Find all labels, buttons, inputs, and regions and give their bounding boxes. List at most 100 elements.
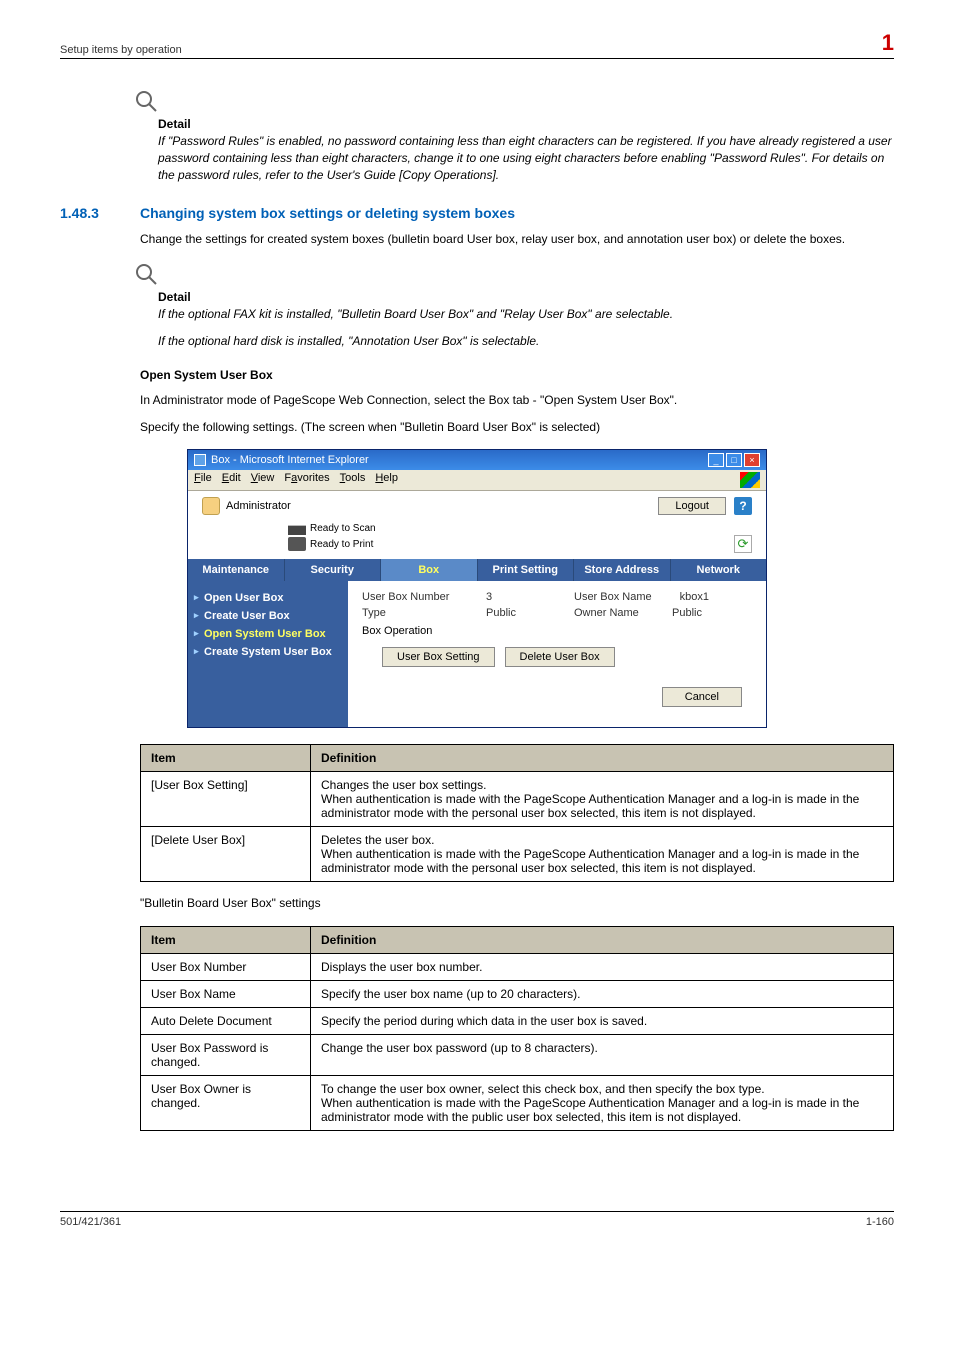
section-title: Changing system box settings or deleting… [140, 205, 515, 221]
cell-item: User Box Name [141, 981, 311, 1008]
table-item-definition-2: Item Definition User Box NumberDisplays … [140, 926, 894, 1131]
main-pane: User Box Number 3 User Box Name kbox1 Ty… [348, 581, 766, 727]
table-row: User Box NumberDisplays the user box num… [141, 954, 894, 981]
bulletin-caption: "Bulletin Board User Box" settings [140, 896, 894, 910]
menu-file[interactable]: File [194, 472, 212, 488]
cell-definition: Specify the period during which data in … [311, 1008, 894, 1035]
th-definition: Definition [311, 745, 894, 772]
logout-button[interactable]: Logout [658, 497, 726, 515]
help-icon[interactable]: ? [734, 497, 752, 515]
tab-bar: Maintenance Security Box Print Setting S… [188, 559, 766, 581]
delete-user-box-button[interactable]: Delete User Box [505, 647, 615, 667]
table-row: [User Box Setting]Changes the user box s… [141, 772, 894, 827]
status-print: Ready to Print [310, 539, 373, 550]
ie-title: Box - Microsoft Internet Explorer [211, 454, 369, 466]
admin-icon [202, 497, 220, 515]
value-owner-name: Public [672, 607, 732, 619]
th-item: Item [141, 745, 311, 772]
table-row: User Box Owner is changed.To change the … [141, 1076, 894, 1131]
magnifier-icon [134, 262, 894, 292]
detail-text-2b: If the optional hard disk is installed, … [158, 333, 894, 350]
maximize-icon[interactable]: □ [726, 453, 742, 467]
footer-left: 501/421/361 [60, 1216, 121, 1228]
sidebar: Open User Box Create User Box Open Syste… [188, 581, 348, 727]
page-header-left: Setup items by operation [60, 44, 182, 56]
cell-item: User Box Number [141, 954, 311, 981]
menu-help[interactable]: Help [375, 472, 398, 488]
table-row: User Box NameSpecify the user box name (… [141, 981, 894, 1008]
detail-block-1: Detail If "Password Rules" is enabled, n… [140, 89, 894, 183]
close-icon[interactable]: × [744, 453, 760, 467]
th-definition: Definition [311, 927, 894, 954]
admin-label: Administrator [226, 500, 291, 512]
label-type: Type [362, 607, 458, 619]
ie-titlebar: Box - Microsoft Internet Explorer _ □ × [188, 450, 766, 470]
tab-security[interactable]: Security [285, 559, 382, 581]
cell-item: [Delete User Box] [141, 827, 311, 882]
ie-menubar: File Edit View Favorites Tools Help [188, 470, 766, 491]
value-user-box-number: 3 [486, 591, 546, 603]
menu-favorites[interactable]: Favorites [284, 472, 329, 488]
refresh-icon[interactable]: ⟳ [734, 535, 752, 553]
menu-view[interactable]: View [251, 472, 275, 488]
cell-item: User Box Password is changed. [141, 1035, 311, 1076]
cell-definition: Specify the user box name (up to 20 char… [311, 981, 894, 1008]
label-user-box-number: User Box Number [362, 591, 458, 603]
status-scan: Ready to Scan [310, 523, 376, 534]
value-user-box-name: kbox1 [680, 591, 740, 603]
detail-text-1: If "Password Rules" is enabled, no passw… [158, 133, 894, 183]
user-box-setting-button[interactable]: User Box Setting [382, 647, 495, 667]
sidebar-item-open-user-box[interactable]: Open User Box [194, 589, 342, 607]
ie-app-icon [194, 454, 206, 466]
cell-definition: Deletes the user box. When authenticatio… [311, 827, 894, 882]
ie-window: Box - Microsoft Internet Explorer _ □ × … [187, 449, 767, 728]
page-header: Setup items by operation 1 [60, 30, 894, 59]
minimize-icon[interactable]: _ [708, 453, 724, 467]
detail-block-2: Detail If the optional FAX kit is instal… [140, 262, 894, 350]
ie-throbber-icon [740, 472, 760, 488]
tab-print-setting[interactable]: Print Setting [478, 559, 575, 581]
magnifier-icon [134, 89, 894, 119]
cancel-button[interactable]: Cancel [662, 687, 742, 707]
open-system-user-box-p2: Specify the following settings. (The scr… [140, 419, 894, 436]
label-user-box-name: User Box Name [574, 591, 652, 603]
value-type: Public [486, 607, 546, 619]
scanner-icon [288, 521, 306, 535]
detail-head-1: Detail [158, 117, 894, 131]
sidebar-item-open-system-user-box[interactable]: Open System User Box [194, 625, 342, 643]
cell-item: User Box Owner is changed. [141, 1076, 311, 1131]
table-row: User Box Password is changed.Change the … [141, 1035, 894, 1076]
open-system-user-box-p1: In Administrator mode of PageScope Web C… [140, 392, 894, 409]
cell-definition: Change the user box password (up to 8 ch… [311, 1035, 894, 1076]
cell-definition: Displays the user box number. [311, 954, 894, 981]
label-owner-name: Owner Name [574, 607, 644, 619]
table-row: [Delete User Box]Deletes the user box. W… [141, 827, 894, 882]
table-item-definition-1: Item Definition [User Box Setting]Change… [140, 744, 894, 882]
th-item: Item [141, 927, 311, 954]
table-row: Auto Delete DocumentSpecify the period d… [141, 1008, 894, 1035]
footer-right: 1-160 [866, 1216, 894, 1228]
page-footer: 501/421/361 1-160 [60, 1211, 894, 1228]
label-box-operation: Box Operation [362, 625, 432, 637]
sidebar-item-create-system-user-box[interactable]: Create System User Box [194, 643, 342, 661]
tab-box[interactable]: Box [381, 559, 478, 581]
section-heading-row: 1.48.3 Changing system box settings or d… [60, 205, 894, 221]
section-number: 1.48.3 [60, 205, 140, 221]
cell-item: Auto Delete Document [141, 1008, 311, 1035]
section-intro: Change the settings for created system b… [140, 231, 894, 248]
ie-content: Administrator Logout ? Ready to Scan Rea… [188, 491, 766, 727]
printer-icon [288, 537, 306, 551]
tab-network[interactable]: Network [671, 559, 767, 581]
menu-edit[interactable]: Edit [222, 472, 241, 488]
detail-text-2a: If the optional FAX kit is installed, "B… [158, 306, 894, 323]
open-system-user-box-head: Open System User Box [140, 368, 894, 382]
tab-maintenance[interactable]: Maintenance [188, 559, 285, 581]
screenshot: Box - Microsoft Internet Explorer _ □ × … [60, 449, 894, 728]
chapter-number: 1 [882, 30, 894, 56]
cell-definition: To change the user box owner, select thi… [311, 1076, 894, 1131]
menu-tools[interactable]: Tools [340, 472, 366, 488]
cell-definition: Changes the user box settings. When auth… [311, 772, 894, 827]
tab-store-address[interactable]: Store Address [574, 559, 671, 581]
detail-head-2: Detail [158, 290, 894, 304]
sidebar-item-create-user-box[interactable]: Create User Box [194, 607, 342, 625]
